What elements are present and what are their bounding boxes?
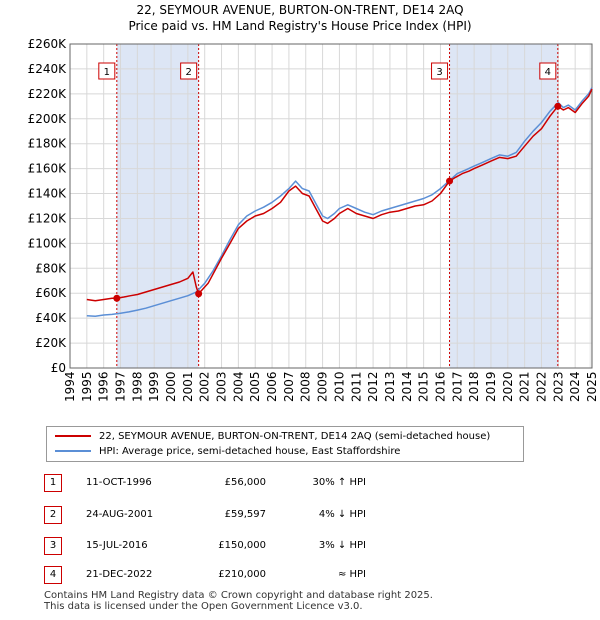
price-chart: 1 2 3 4 £0 £20K £40K £60K £80K £100K £120K £140K £16… [28,37,599,402]
table-row: 4 21-DEC-2022 £210,000 ≈ HPI [44,566,464,584]
y-tick-label: £260K [28,37,68,51]
x-tick-label: 2002 [198,371,212,402]
x-tick-label: 2025 [585,371,599,402]
sale-date: 21-DEC-2022 [86,569,153,580]
x-tick-label: 2019 [484,371,498,402]
footer-licence: This data is licensed under the Open Gov… [44,601,363,612]
hpi-line [86,87,593,318]
x-tick-label: 2000 [164,371,178,402]
sale-number-badge: 4 [44,566,62,584]
x-tick-label: 2003 [215,371,229,402]
legend-hpi-swatch [55,450,91,452]
y-tick-label: £140K [28,187,68,201]
footer: Contains HM Land Registry data © Crown c… [44,590,433,612]
ownership-shading [116,44,199,368]
x-tick-label: 2021 [518,371,532,402]
sale-badge-box [98,62,116,80]
y-tick-label: £100K [28,236,68,250]
sale-number-badge: 2 [44,506,62,524]
sale-date: 15-JUL-2016 [86,540,148,551]
sale-price: £56,000 [224,477,266,488]
sale-point [554,102,562,110]
x-tick-label: 1996 [97,371,111,402]
sale-number-badge: 1 [44,474,62,492]
x-tick-label: 2008 [299,371,313,402]
sale-badge-box [539,62,557,80]
sale-point [195,290,203,298]
x-tick-label: 2023 [551,371,565,402]
property-price-line [86,88,593,302]
sale-badge-label: 3 [436,67,442,78]
y-tick-label: £240K [28,62,68,76]
future-region [589,44,592,368]
x-tick-label: 2020 [501,371,515,402]
legend-property-swatch [55,435,91,437]
sale-badge-box [431,62,449,80]
sale-price: £59,597 [224,509,266,520]
x-tick-label: 2001 [181,371,195,402]
ownership-shading [449,44,558,368]
x-tick-label: 2016 [433,371,447,402]
y-tick-label: £40K [35,311,67,325]
x-tick-label: 1994 [63,371,77,402]
x-tick-label: 2009 [316,371,330,402]
x-tick-label: 2013 [383,371,397,402]
sale-badge-label: 2 [185,67,191,78]
sale-hpi-comparison: 30% ↑ HPI [312,477,366,488]
x-tick-label: 1995 [80,371,94,402]
legend-hpi: HPI: Average price, semi-detached house,… [55,445,400,459]
x-tick-label: 2012 [366,371,380,402]
y-tick-label: £180K [28,137,68,151]
x-tick-label: 2005 [248,371,262,402]
sale-price: £210,000 [218,569,266,580]
sale-date: 24-AUG-2001 [86,509,154,520]
sale-hpi-comparison: ≈ HPI [337,569,366,580]
sale-badge-label: 1 [104,67,110,78]
footer-copyright: Contains HM Land Registry data © Crown c… [44,590,433,601]
y-tick-label: £20K [35,336,67,350]
y-tick-label: £220K [28,87,68,101]
x-tick-label: 2007 [282,371,296,402]
sale-point [446,177,454,185]
plot-frame [69,43,593,369]
x-tick-label: 1999 [147,371,161,402]
y-tick-label: £80K [35,261,67,275]
y-tick-label: £160K [28,162,68,176]
x-tick-label: 1998 [130,371,144,402]
chart-subtitle: Price paid vs. HM Land Registry's House … [128,19,472,33]
table-row: 1 11-OCT-1996 £56,000 30% ↑ HPI [44,474,464,492]
chart-title: 22, SEYMOUR AVENUE, BURTON-ON-TRENT, DE1… [136,3,464,17]
sale-number-badge: 3 [44,537,62,555]
y-tick-label: £60K [35,286,67,300]
x-tick-label: 2011 [349,371,363,402]
sale-hpi-comparison: 4% ↓ HPI [318,509,366,520]
x-tick-label: 2022 [534,371,548,402]
x-tick-label: 2006 [265,371,279,402]
sale-badge-label: 4 [545,67,551,78]
sale-price: £150,000 [218,540,266,551]
legend-property: 22, SEYMOUR AVENUE, BURTON-ON-TRENT, DE1… [55,430,490,444]
x-tick-label: 2018 [467,371,481,402]
sale-date: 11-OCT-1996 [86,477,152,488]
x-tick-label: 2024 [568,371,582,402]
x-tick-label: 2014 [400,371,414,402]
legend: 22, SEYMOUR AVENUE, BURTON-ON-TRENT, DE1… [46,426,524,462]
y-tick-label: £120K [28,211,68,225]
legend-property-label: 22, SEYMOUR AVENUE, BURTON-ON-TRENT, DE1… [99,431,491,442]
table-row: 3 15-JUL-2016 £150,000 3% ↓ HPI [44,537,464,555]
sale-point [113,294,121,302]
sale-hpi-comparison: 3% ↓ HPI [318,540,366,551]
y-tick-label: £200K [28,112,68,126]
x-tick-label: 2004 [231,371,245,402]
x-tick-label: 2010 [332,371,346,402]
sale-badge-box [180,62,198,80]
legend-hpi-label: HPI: Average price, semi-detached house,… [99,446,401,457]
y-tick-label: £0 [51,361,66,375]
x-tick-label: 2015 [417,371,431,402]
x-tick-label: 1997 [114,371,128,402]
table-row: 2 24-AUG-2001 £59,597 4% ↓ HPI [44,506,464,524]
x-tick-label: 2017 [450,371,464,402]
